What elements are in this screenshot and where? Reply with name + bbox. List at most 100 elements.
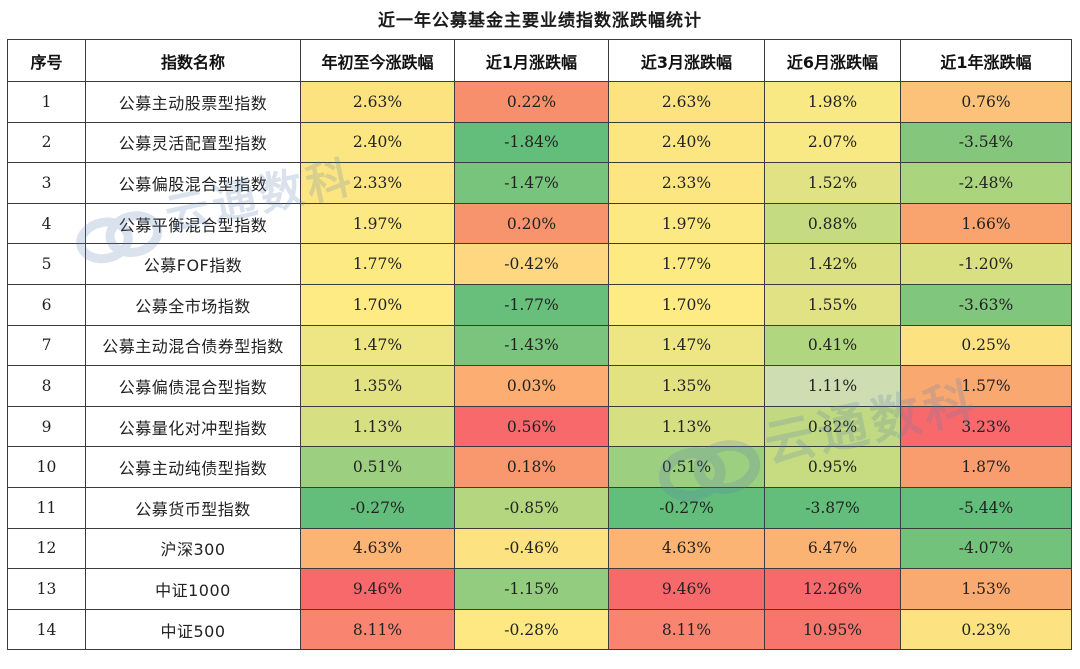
- change-cell-ytd: 1.47%: [300, 324, 455, 367]
- change-cell-1m: -1.47%: [454, 162, 609, 204]
- table-row: 4 公募平衡混合型指数 1.97% 0.20% 1.97% 0.88% 1.66%: [7, 202, 1072, 245]
- change-cell-6m: 0.82%: [764, 405, 901, 448]
- index-name-cell: 公募偏股混合型指数: [85, 162, 301, 204]
- change-cell-6m: 1.52%: [764, 162, 901, 204]
- change-cell-6m: 1.98%: [764, 81, 901, 123]
- row-index-cell: 14: [7, 608, 86, 651]
- change-cell-1m: -0.28%: [454, 608, 609, 651]
- change-cell-3m: 2.40%: [608, 121, 765, 164]
- table-row: 13 中证1000 9.46% -1.15% 9.46% 12.26% 1.53%: [7, 568, 1072, 610]
- change-cell-3m: 1.77%: [608, 243, 765, 285]
- change-cell-6m: 1.11%: [764, 365, 901, 407]
- change-cell-1m: -0.85%: [454, 486, 609, 529]
- row-index-cell: 1: [7, 81, 86, 123]
- row-index-cell: 9: [7, 405, 86, 448]
- table-row: 14 中证500 8.11% -0.28% 8.11% 10.95% 0.23%: [7, 608, 1072, 651]
- row-index-cell: 11: [7, 486, 86, 529]
- row-index-cell: 4: [7, 202, 86, 245]
- table-row: 9 公募量化对冲型指数 1.13% 0.56% 1.13% 0.82% 3.23%: [7, 405, 1072, 448]
- row-index-cell: 13: [7, 568, 86, 610]
- table-row: 1 公募主动股票型指数 2.63% 0.22% 2.63% 1.98% 0.76%: [7, 81, 1072, 123]
- change-cell-ytd: 8.11%: [300, 608, 455, 651]
- change-cell-ytd: 2.33%: [300, 162, 455, 204]
- change-cell-6m: 1.55%: [764, 283, 901, 326]
- change-cell-ytd: 2.63%: [300, 81, 455, 123]
- change-cell-6m: -3.87%: [764, 486, 901, 529]
- change-cell-ytd: 9.46%: [300, 568, 455, 610]
- change-cell-ytd: -0.27%: [300, 486, 455, 529]
- change-cell-1y: 1.57%: [900, 365, 1072, 407]
- change-cell-3m: 4.63%: [608, 527, 765, 570]
- change-cell-3m: 1.70%: [608, 283, 765, 326]
- change-cell-1y: 0.25%: [900, 324, 1072, 367]
- change-cell-1m: -0.42%: [454, 243, 609, 285]
- change-cell-ytd: 1.35%: [300, 365, 455, 407]
- change-cell-3m: 2.33%: [608, 162, 765, 204]
- change-cell-3m: 1.35%: [608, 365, 765, 407]
- table-row: 11 公募货币型指数 -0.27% -0.85% -0.27% -3.87% -5.44%: [7, 486, 1072, 529]
- change-cell-1y: -3.54%: [900, 121, 1072, 164]
- change-cell-1y: 1.66%: [900, 202, 1072, 245]
- change-cell-1y: 1.87%: [900, 446, 1072, 488]
- change-cell-1y: 0.76%: [900, 81, 1072, 123]
- change-cell-3m: 1.97%: [608, 202, 765, 245]
- index-name-cell: 公募FOF指数: [85, 243, 301, 285]
- table-row: 7 公募主动混合债券型指数 1.47% -1.43% 1.47% 0.41% 0.25%: [7, 324, 1072, 367]
- index-name-cell: 中证1000: [85, 568, 301, 610]
- change-cell-6m: 6.47%: [764, 527, 901, 570]
- change-cell-1y: 0.23%: [900, 608, 1072, 651]
- change-cell-1y: -5.44%: [900, 486, 1072, 529]
- change-cell-1m: 0.18%: [454, 446, 609, 488]
- change-cell-1y: 1.53%: [900, 568, 1072, 610]
- change-cell-3m: -0.27%: [608, 486, 765, 529]
- change-cell-6m: 0.88%: [764, 202, 901, 245]
- table-row: 2 公募灵活配置型指数 2.40% -1.84% 2.40% 2.07% -3.54%: [7, 121, 1072, 164]
- index-name-cell: 公募平衡混合型指数: [85, 202, 301, 245]
- change-cell-1y: -2.48%: [900, 162, 1072, 204]
- row-index-cell: 2: [7, 121, 86, 164]
- change-cell-1m: 0.56%: [454, 405, 609, 448]
- change-cell-3m: 9.46%: [608, 568, 765, 610]
- change-cell-1m: -1.43%: [454, 324, 609, 367]
- header-cell-1y: 近1年涨跌幅: [900, 39, 1072, 82]
- header-cell-1m: 近1月涨跌幅: [454, 39, 609, 82]
- table-body: 1 公募主动股票型指数 2.63% 0.22% 2.63% 1.98% 0.76% 2 公募灵活…: [7, 81, 1072, 651]
- table-row: 10 公募主动纯债型指数 0.51% 0.18% 0.51% 0.95% 1.87%: [7, 446, 1072, 488]
- table-row: 5 公募FOF指数 1.77% -0.42% 1.77% 1.42% -1.20%: [7, 243, 1072, 285]
- row-index-cell: 6: [7, 283, 86, 326]
- page-title: 近一年公募基金主要业绩指数涨跌幅统计: [378, 11, 702, 31]
- change-cell-ytd: 1.97%: [300, 202, 455, 245]
- change-cell-6m: 1.42%: [764, 243, 901, 285]
- change-cell-1m: -1.84%: [454, 121, 609, 164]
- change-cell-3m: 2.63%: [608, 81, 765, 123]
- table-row: 12 沪深300 4.63% -0.46% 4.63% 6.47% -4.07%: [7, 527, 1072, 570]
- change-cell-ytd: 1.70%: [300, 283, 455, 326]
- row-index-cell: 7: [7, 324, 86, 367]
- change-cell-3m: 1.13%: [608, 405, 765, 448]
- change-cell-6m: 2.07%: [764, 121, 901, 164]
- performance-table: 序号 指数名称 年初至今涨跌幅 近1月涨跌幅 近3月涨跌幅 近6月涨跌幅 近1年…: [7, 39, 1072, 651]
- change-cell-1y: -3.63%: [900, 283, 1072, 326]
- index-name-cell: 公募货币型指数: [85, 486, 301, 529]
- index-name-cell: 公募主动股票型指数: [85, 81, 301, 123]
- table-row: 8 公募偏债混合型指数 1.35% 0.03% 1.35% 1.11% 1.57%: [7, 365, 1072, 407]
- row-index-cell: 5: [7, 243, 86, 285]
- change-cell-6m: 0.41%: [764, 324, 901, 367]
- index-name-cell: 公募主动纯债型指数: [85, 446, 301, 488]
- change-cell-1m: -0.46%: [454, 527, 609, 570]
- index-name-cell: 公募全市场指数: [85, 283, 301, 326]
- table-row: 6 公募全市场指数 1.70% -1.77% 1.70% 1.55% -3.63%: [7, 283, 1072, 326]
- change-cell-ytd: 4.63%: [300, 527, 455, 570]
- change-cell-3m: 1.47%: [608, 324, 765, 367]
- header-row: 序号 指数名称 年初至今涨跌幅 近1月涨跌幅 近3月涨跌幅 近6月涨跌幅 近1年…: [7, 39, 1072, 82]
- index-name-cell: 沪深300: [85, 527, 301, 570]
- header-cell-name: 指数名称: [85, 39, 301, 82]
- header-cell-ytd: 年初至今涨跌幅: [300, 39, 455, 82]
- change-cell-ytd: 1.77%: [300, 243, 455, 285]
- index-name-cell: 公募主动混合债券型指数: [85, 324, 301, 367]
- index-name-cell: 中证500: [85, 608, 301, 651]
- row-index-cell: 8: [7, 365, 86, 407]
- row-index-cell: 3: [7, 162, 86, 204]
- change-cell-6m: 10.95%: [764, 608, 901, 651]
- change-cell-1y: -1.20%: [900, 243, 1072, 285]
